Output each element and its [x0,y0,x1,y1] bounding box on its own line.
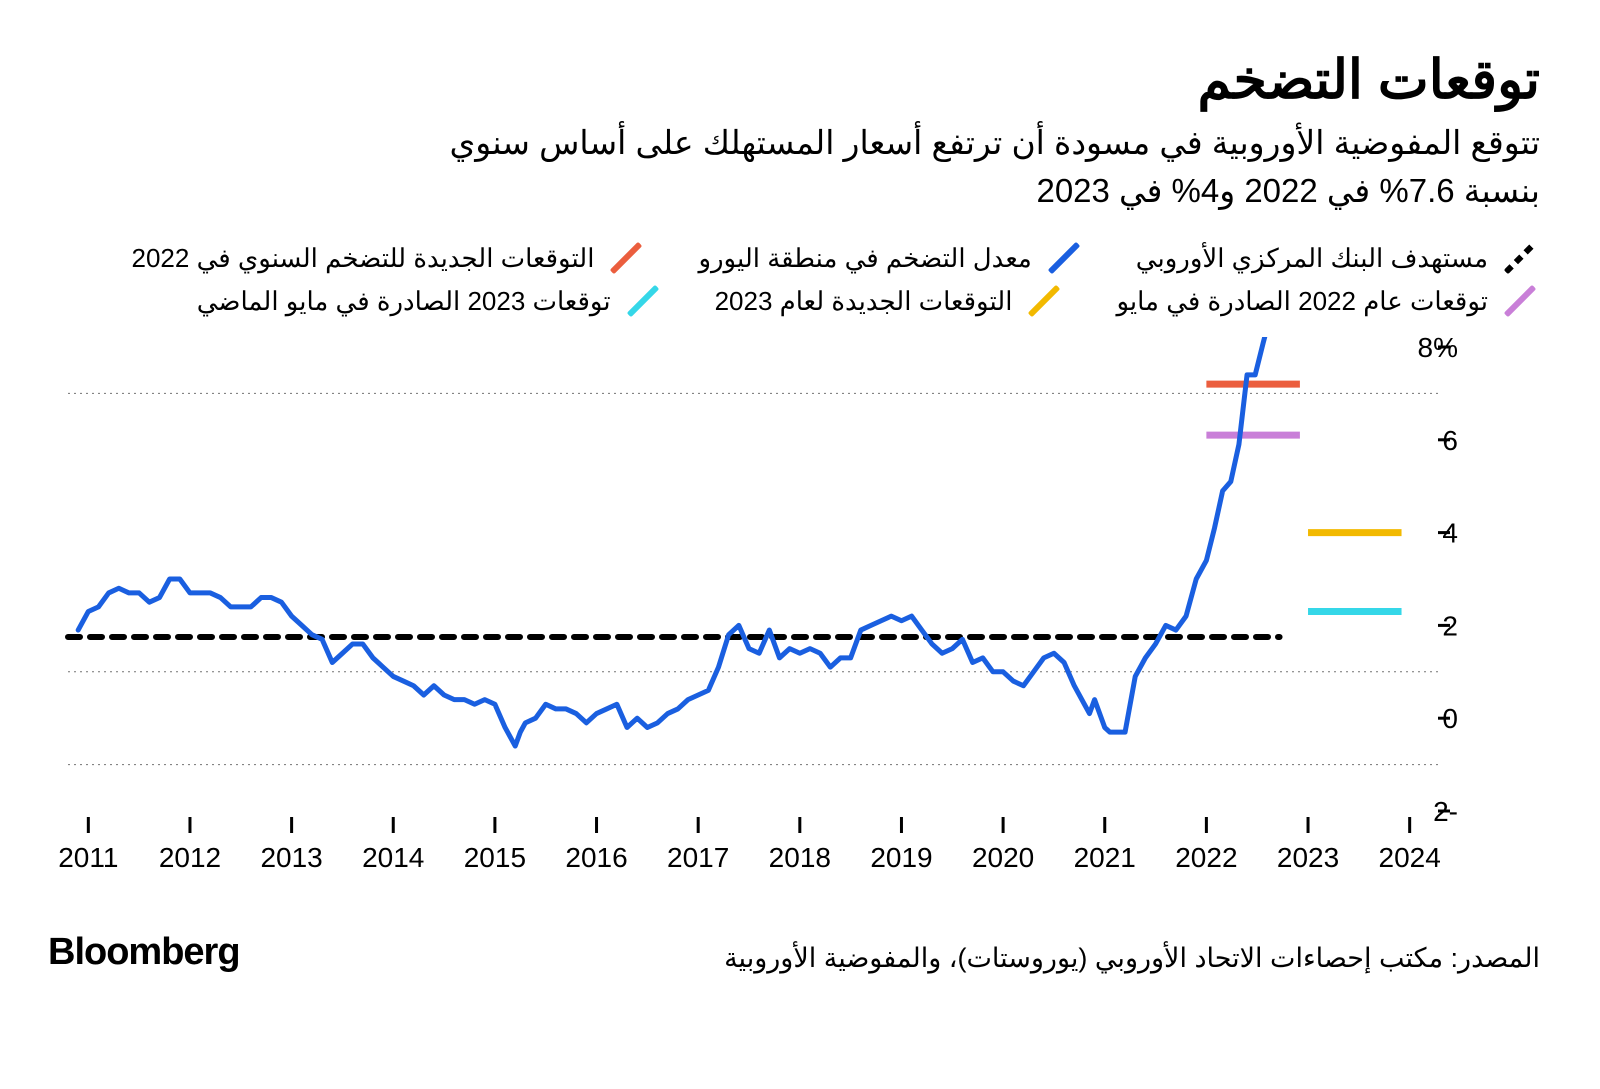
legend-item-euro_inflation: معدل التضخم في منطقة اليورو [698,243,1083,274]
legend: مستهدف البنك المركزي الأوروبي معدل التضخم… [48,243,1540,317]
legend-swatch [1048,242,1081,275]
legend-label: توقعات عام 2022 الصادرة في مايو [1116,286,1488,317]
legend-label: التوقعات الجديدة للتضخم السنوي في 2022 [132,243,595,274]
legend-item-new_2023: التوقعات الجديدة لعام 2023 [715,286,1065,317]
legend-item-may_2023: توقعات 2023 الصادرة في مايو الماضي [197,286,663,317]
legend-item-ecb_target: مستهدف البنك المركزي الأوروبي [1136,243,1540,274]
x-tick-label: 2012 [159,842,221,873]
x-tick-label: 2023 [1277,842,1339,873]
brand-logo: Bloomberg [48,931,240,974]
legend-swatch [1504,242,1537,275]
legend-label: معدل التضخم في منطقة اليورو [698,243,1031,274]
x-tick-label: 2011 [58,842,118,873]
legend-label: التوقعات الجديدة لعام 2023 [715,286,1013,317]
y-tick-label: 8% [1418,337,1458,363]
x-tick-label: 2019 [870,842,932,873]
inflation-chart: -202468%20112012201320142015201620172018… [48,337,1540,897]
x-tick-label: 2024 [1379,842,1441,873]
chart-title: توقعات التضخم [48,48,1540,111]
x-tick-label: 2020 [972,842,1034,873]
x-tick-label: 2017 [667,842,729,873]
euro-inflation-line [78,337,1269,746]
legend-label: توقعات 2023 الصادرة في مايو الماضي [197,286,611,317]
legend-swatch [1504,285,1537,318]
legend-row-2: توقعات عام 2022 الصادرة في مايو التوقعات … [48,286,1540,317]
legend-item-may_2022: توقعات عام 2022 الصادرة في مايو [1116,286,1540,317]
legend-item-new_2022: التوقعات الجديدة للتضخم السنوي في 2022 [132,243,647,274]
chart-area: -202468%20112012201320142015201620172018… [48,337,1540,897]
chart-subtitle: تتوقع المفوضية الأوروبية في مسودة أن ترت… [440,119,1540,215]
x-tick-label: 2014 [362,842,424,873]
footer: Bloomberg المصدر: مكتب إحصاءات الاتحاد ا… [48,931,1540,974]
source-text: المصدر: مكتب إحصاءات الاتحاد الأوروبي (ي… [724,943,1540,974]
x-tick-label: 2013 [260,842,322,873]
legend-swatch [626,285,659,318]
x-tick-label: 2018 [769,842,831,873]
legend-swatch [610,242,643,275]
header: توقعات التضخم تتوقع المفوضية الأوروبية ف… [48,48,1540,215]
legend-label: مستهدف البنك المركزي الأوروبي [1136,243,1488,274]
legend-row-1: مستهدف البنك المركزي الأوروبي معدل التضخم… [48,243,1540,274]
x-tick-label: 2015 [464,842,526,873]
legend-swatch [1028,285,1061,318]
x-tick-label: 2022 [1175,842,1237,873]
x-tick-label: 2016 [565,842,627,873]
x-tick-label: 2021 [1074,842,1136,873]
